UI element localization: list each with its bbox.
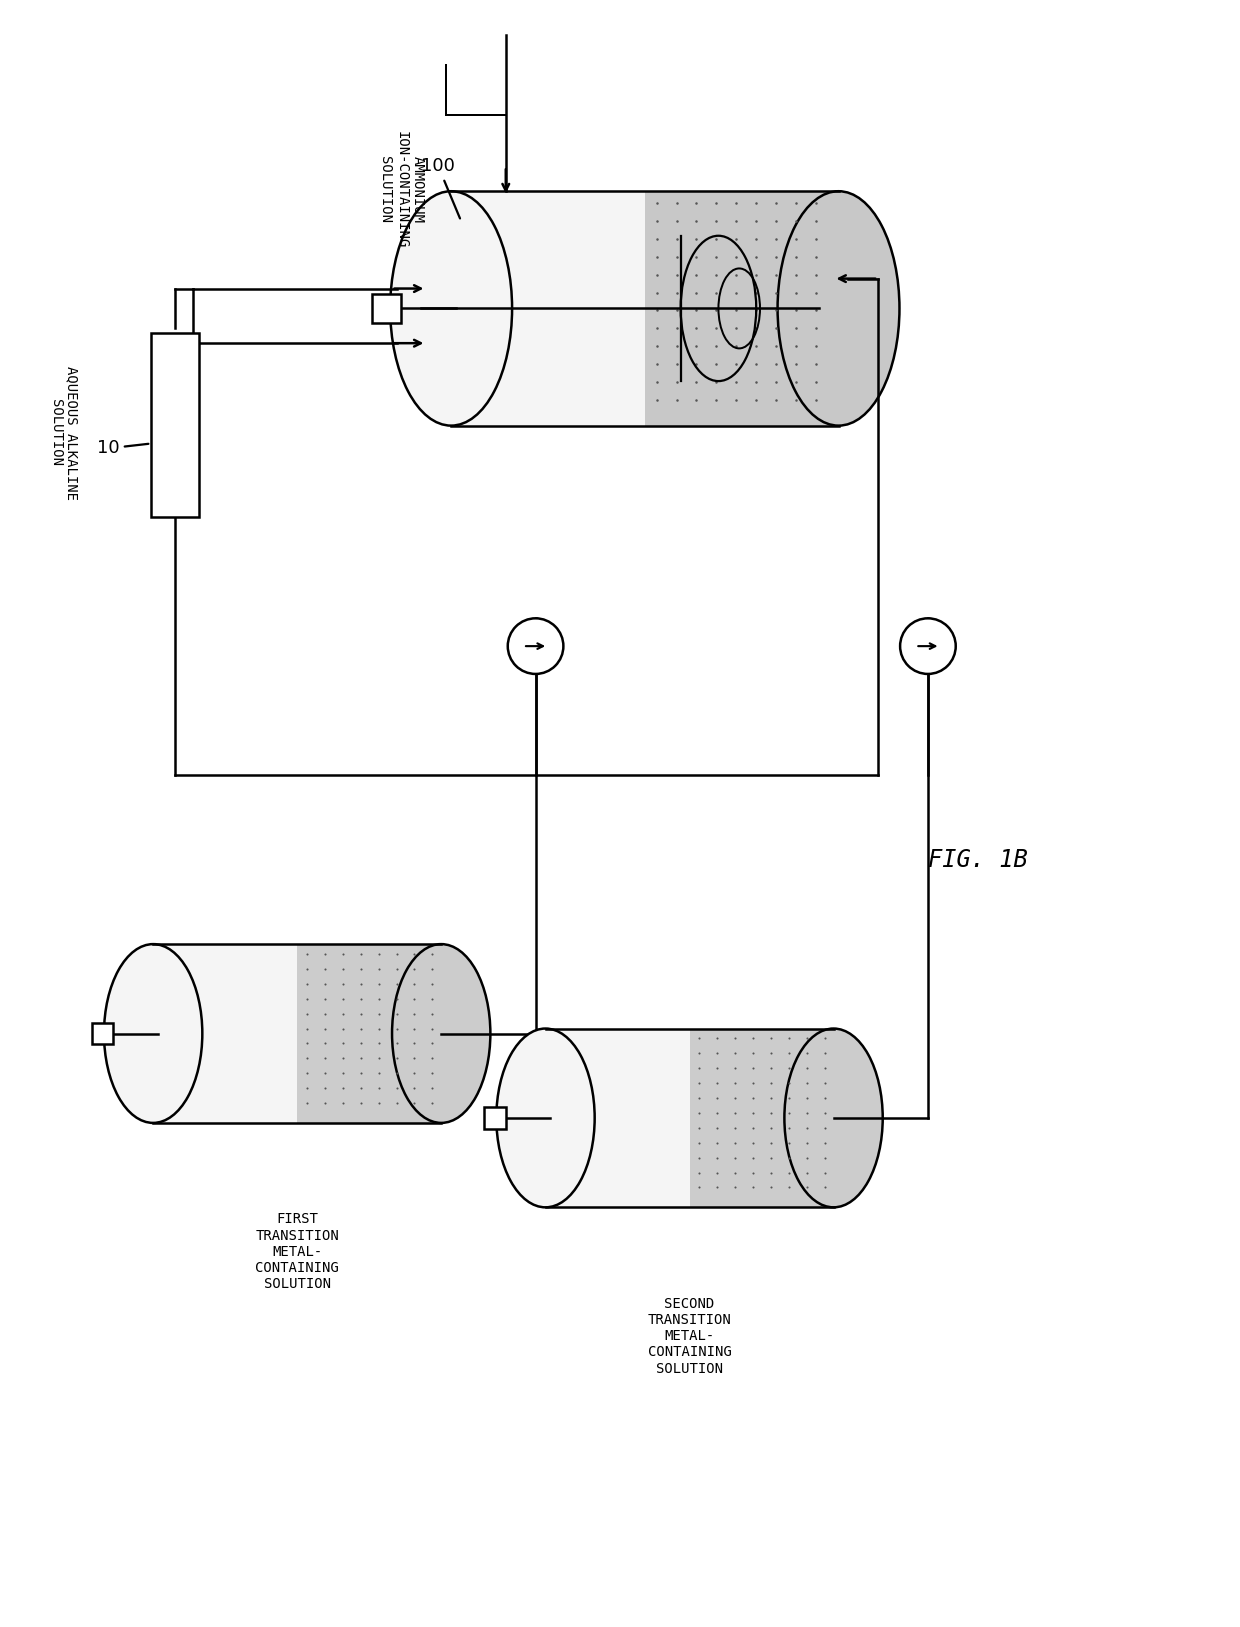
Ellipse shape [104,944,202,1123]
Bar [484,1106,506,1129]
Circle shape [507,618,563,674]
Text: SECOND
TRANSITION
METAL-
CONTAINING
SOLUTION: SECOND TRANSITION METAL- CONTAINING SOLU… [647,1297,732,1375]
Circle shape [900,618,956,674]
Bar [451,192,838,426]
Bar [372,293,402,324]
Text: FIG. 1B: FIG. 1B [928,848,1028,872]
Bar [645,192,838,426]
Text: AMMONIUM
ION-CONTAINING
SOLUTION: AMMONIUM ION-CONTAINING SOLUTION [378,130,424,247]
Bar [298,944,441,1123]
Text: 100: 100 [422,158,460,218]
Bar [689,1028,833,1207]
Bar [151,334,198,517]
Ellipse shape [785,1028,883,1207]
Ellipse shape [496,1028,595,1207]
Text: 10: 10 [97,439,149,457]
Bar [92,1023,113,1045]
Text: AQUEOUS ALKALINE
SOLUTION: AQUEOUS ALKALINE SOLUTION [48,366,79,499]
Text: FIRST
TRANSITION
METAL-
CONTAINING
SOLUTION: FIRST TRANSITION METAL- CONTAINING SOLUT… [255,1212,339,1292]
Bar [154,944,441,1123]
Ellipse shape [777,192,899,426]
Ellipse shape [391,192,512,426]
Ellipse shape [392,944,490,1123]
Bar [546,1028,833,1207]
